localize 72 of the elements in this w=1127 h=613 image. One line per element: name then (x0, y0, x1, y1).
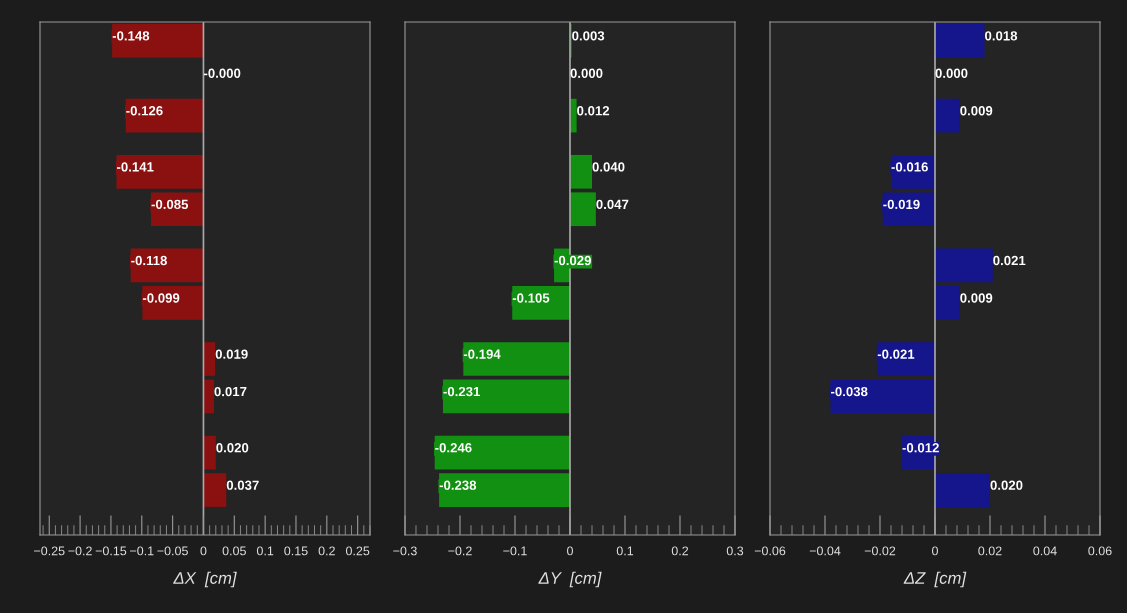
data-label: -0.105 (512, 293, 550, 303)
x-tick-label: −0.15 (95, 546, 127, 556)
bar (935, 473, 990, 507)
data-label: -0.126 (126, 106, 163, 116)
data-label: 0.000 (570, 68, 603, 78)
data-label: -0.021 (877, 349, 915, 359)
x-tick-label: 0.2 (671, 546, 689, 556)
bar (203, 435, 216, 470)
x-axis-title: ΔX [cm] (173, 571, 237, 588)
bar (203, 342, 216, 376)
x-tick-label: 0.1 (616, 546, 634, 556)
x-tick-label: 0 (567, 546, 573, 556)
bar (203, 473, 227, 507)
data-label: -0.085 (151, 199, 189, 210)
data-label: -0.246 (435, 443, 472, 453)
x-tick-label: 0 (200, 546, 207, 556)
data-label: 0.040 (592, 162, 625, 172)
data-label: -0.238 (439, 480, 477, 490)
x-tick-label: 0.05 (222, 546, 246, 556)
data-label: 0.012 (577, 106, 610, 116)
data-label: -0.038 (831, 386, 868, 397)
x-tick-label: −0.2 (68, 546, 92, 556)
data-label: -0.118 (131, 255, 167, 266)
bar (935, 285, 960, 320)
x-axis-title: ΔZ [cm] (903, 571, 967, 588)
x-tick-label: −0.06 (754, 546, 786, 556)
data-label: 0.037 (226, 480, 259, 490)
bar (570, 154, 592, 189)
data-label: 0.009 (960, 106, 993, 116)
x-tick-label: 0.04 (1033, 546, 1057, 556)
x-tick-label: 0.1 (256, 546, 274, 556)
x-tick-label: 0 (932, 546, 938, 556)
x-tick-label: −0.04 (809, 546, 841, 556)
data-label: 0.003 (572, 31, 605, 41)
data-label: -0.012 (902, 443, 939, 453)
bar (203, 379, 214, 414)
x-tick-label: −0.05 (157, 546, 188, 556)
bar (935, 98, 960, 133)
data-label: -0.148 (112, 31, 150, 41)
x-axis-title: ΔY [cm] (538, 571, 602, 588)
x-tick-label: −0.02 (864, 546, 896, 556)
data-label: -0.029 (554, 255, 591, 266)
x-tick-label: 0.02 (978, 546, 1002, 556)
data-label: 0.019 (215, 349, 248, 359)
data-label: -0.231 (443, 386, 480, 397)
data-label: -0.194 (463, 349, 501, 359)
data-label: 0.047 (596, 199, 629, 210)
data-label: 0.018 (985, 31, 1018, 41)
bar (935, 248, 993, 283)
x-tick-label: 0.15 (284, 546, 308, 556)
data-label: 0.009 (960, 293, 993, 303)
data-label: 0.020 (216, 443, 249, 453)
x-tick-label: 0.3 (726, 546, 744, 556)
x-tick-label: 0.25 (345, 546, 370, 556)
data-label: -0.099 (142, 293, 180, 303)
data-label: 0.021 (993, 255, 1026, 266)
x-tick-label: −0.1 (130, 546, 154, 556)
x-tick-label: −0.3 (393, 546, 417, 556)
data-label: 0.000 (935, 68, 968, 78)
x-tick-label: −0.1 (503, 546, 527, 556)
data-label: -0.016 (891, 162, 928, 172)
data-label: -0.141 (117, 162, 154, 172)
data-label: -0.019 (883, 199, 920, 210)
x-tick-label: 0.06 (1088, 546, 1112, 556)
bar (570, 192, 596, 227)
data-label: 0.017 (214, 386, 247, 397)
x-tick-label: −0.2 (448, 546, 472, 556)
x-tick-label: −0.25 (34, 546, 65, 556)
bar (935, 23, 985, 58)
data-label: 0.020 (990, 480, 1023, 490)
x-tick-label: 0.2 (318, 546, 335, 556)
data-label: -0.000 (203, 68, 241, 78)
